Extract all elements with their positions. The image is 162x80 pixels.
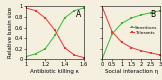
Y-axis label: Relative basin size: Relative basin size [8, 7, 13, 58]
Sensitives [101, 58, 103, 59]
Tolerants [140, 50, 142, 51]
Text: A: A [76, 10, 82, 19]
Sensitives [150, 12, 152, 13]
Tolerants [150, 52, 152, 53]
X-axis label: Antibiotic killing κ: Antibiotic killing κ [30, 69, 79, 74]
Text: B: B [150, 10, 156, 19]
Line: Tolerants: Tolerants [101, 6, 162, 56]
Tolerants [111, 31, 113, 32]
X-axis label: Social interaction η: Social interaction η [105, 69, 158, 74]
Tolerants [130, 47, 132, 48]
Tolerants [101, 7, 103, 8]
Tolerants [121, 42, 123, 43]
Sensitives [111, 33, 113, 34]
Sensitives [159, 10, 161, 11]
Sensitives [121, 23, 123, 24]
Tolerants [159, 54, 161, 55]
Line: Sensitives: Sensitives [101, 9, 162, 59]
Sensitives [140, 14, 142, 15]
Legend: Sensitives, Tolerants: Sensitives, Tolerants [129, 25, 158, 36]
